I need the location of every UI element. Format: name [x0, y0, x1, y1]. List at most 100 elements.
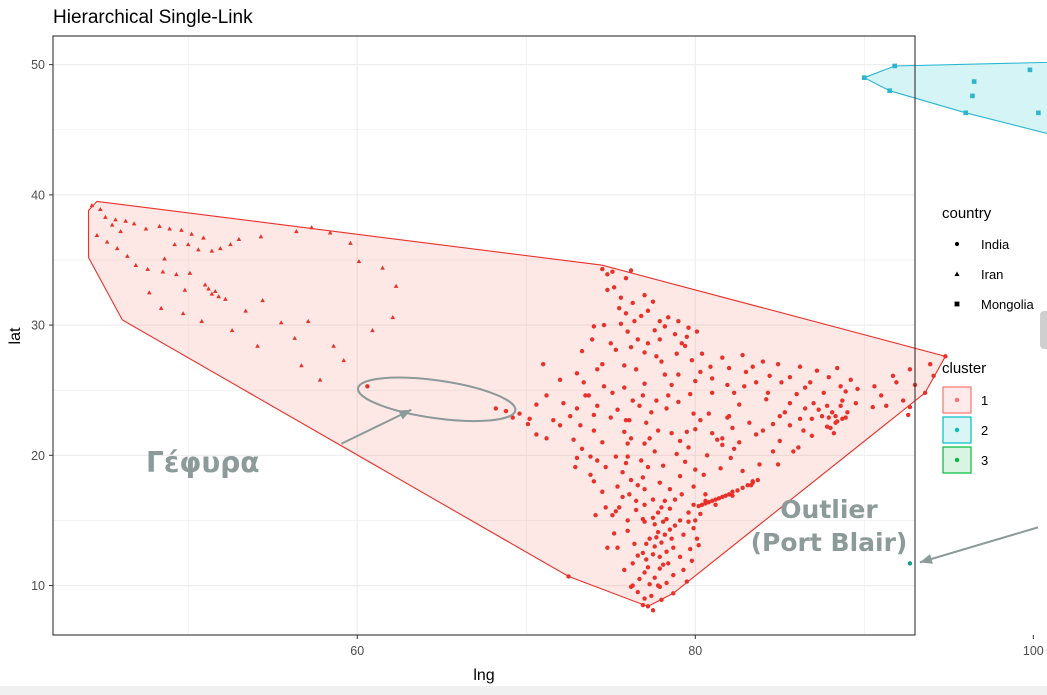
- point-cluster-1-india: [517, 411, 522, 416]
- point-cluster-1-india: [573, 464, 578, 470]
- point-cluster-1-india: [811, 401, 816, 406]
- point-cluster-1-india: [669, 382, 674, 388]
- point-cluster-1-iran: [243, 308, 248, 313]
- point-cluster-1-india: [843, 389, 848, 394]
- point-cluster-1-india: [676, 372, 681, 377]
- point-cluster-1-india: [666, 393, 671, 398]
- point-cluster-1-iran: [341, 357, 346, 363]
- point-cluster-1-india: [610, 269, 615, 274]
- legend-cluster-title: cluster: [942, 360, 986, 377]
- point-cluster-1-india: [588, 472, 593, 478]
- point-cluster-1-india: [544, 436, 549, 441]
- point-cluster-1-india: [686, 510, 691, 515]
- point-cluster-1-iran: [390, 314, 396, 320]
- point-cluster-1-india: [764, 397, 769, 402]
- point-cluster-1-iran: [158, 305, 164, 310]
- x-tick-label: 80: [688, 644, 702, 658]
- point-cluster-1-iran: [147, 290, 152, 295]
- point-cluster-1-india: [691, 502, 696, 507]
- arrow-head: [919, 554, 933, 564]
- point-cluster-1-iran: [189, 231, 194, 236]
- point-cluster-1-india: [693, 378, 698, 384]
- point-cluster-1-india: [684, 334, 690, 340]
- point-cluster-1-iran: [206, 286, 211, 291]
- point-cluster-1-iran: [114, 245, 120, 251]
- point-cluster-1-india: [601, 322, 607, 328]
- point-cluster-1-india: [493, 406, 499, 411]
- point-cluster-1-iran: [370, 328, 375, 333]
- point-cluster-1-india: [630, 398, 635, 403]
- point-cluster-1-india: [551, 417, 556, 423]
- point-cluster-1-india: [928, 361, 933, 367]
- point-cluster-1-india: [829, 410, 835, 415]
- point-cluster-1-india: [726, 492, 732, 497]
- point-cluster-1-india: [765, 390, 771, 395]
- point-cluster-1-india: [650, 552, 656, 557]
- side-scroll-tab[interactable]: [1040, 311, 1047, 349]
- bridge-label: Γέφυρα: [146, 446, 260, 479]
- point-cluster-1-india: [664, 549, 669, 554]
- point-cluster-1-india: [618, 321, 624, 326]
- point-cluster-1-india: [743, 369, 749, 375]
- point-cluster-1-india: [615, 484, 620, 489]
- point-cluster-1-india: [622, 567, 627, 573]
- point-cluster-1-india: [698, 511, 703, 517]
- point-cluster-1-india: [642, 381, 647, 386]
- point-cluster-1-india: [704, 453, 710, 458]
- point-cluster-1-india: [662, 498, 668, 504]
- point-cluster-1-iran: [260, 298, 265, 303]
- point-cluster-1-india: [693, 467, 698, 472]
- point-cluster-1-india: [797, 364, 803, 369]
- point-cluster-1-india: [845, 410, 850, 415]
- point-cluster-1-india: [608, 415, 613, 420]
- point-cluster-1-india: [574, 455, 580, 461]
- y-tick-label: 20: [31, 449, 45, 463]
- point-cluster-1-india: [503, 408, 509, 414]
- point-cluster-1-india: [611, 531, 617, 536]
- point-cluster-1-india: [709, 390, 715, 395]
- point-cluster-1-india: [586, 393, 591, 398]
- point-cluster-1-india: [630, 561, 635, 566]
- point-cluster-1-india: [660, 463, 666, 468]
- legend-cluster-label: 2: [981, 423, 988, 438]
- point-cluster-1-iran: [113, 217, 118, 222]
- point-cluster-1-iran: [201, 235, 206, 240]
- point-cluster-1-india: [713, 497, 718, 502]
- point-cluster-1-india: [625, 441, 630, 446]
- point-cluster-1-india: [610, 390, 615, 395]
- point-cluster-1-india: [802, 406, 808, 411]
- point-cluster-1-india: [525, 421, 531, 427]
- point-cluster-1-india: [726, 414, 732, 419]
- point-cluster-1-india: [645, 464, 651, 470]
- point-cluster-1-india: [640, 550, 646, 556]
- point-cluster-1-india: [694, 329, 700, 334]
- point-cluster-1-india: [672, 497, 678, 502]
- point-cluster-1-iran: [94, 232, 100, 238]
- point-cluster-1-india: [623, 460, 629, 466]
- point-cluster-1-india: [698, 417, 703, 423]
- point-cluster-1-india: [782, 410, 788, 415]
- point-cluster-1-india: [649, 410, 654, 415]
- point-cluster-1-iran: [172, 242, 177, 247]
- point-cluster-1-india: [613, 454, 619, 459]
- point-cluster-1-india: [623, 417, 629, 423]
- point-cluster-1-india: [696, 503, 701, 509]
- point-cluster-1-india: [610, 513, 615, 518]
- arrow-head: [398, 409, 412, 420]
- point-cluster-1-india: [689, 558, 695, 563]
- point-cluster-1-india: [583, 393, 588, 398]
- point-cluster-2-mongolia: [963, 110, 969, 116]
- point-cluster-1-india: [620, 494, 625, 500]
- point-cluster-1-india: [894, 380, 899, 385]
- point-cluster-1-india: [726, 365, 732, 371]
- point-cluster-1-iran: [185, 242, 191, 247]
- point-cluster-1-india: [671, 591, 676, 596]
- legend-cluster-key-2: [942, 416, 972, 444]
- point-cluster-1-iran: [118, 229, 123, 234]
- point-cluster-1-india: [884, 403, 889, 409]
- x-tick-label: 60: [350, 644, 364, 658]
- point-cluster-1-india: [840, 416, 845, 422]
- point-cluster-1-india: [652, 575, 657, 580]
- legend-key-box: [942, 416, 972, 444]
